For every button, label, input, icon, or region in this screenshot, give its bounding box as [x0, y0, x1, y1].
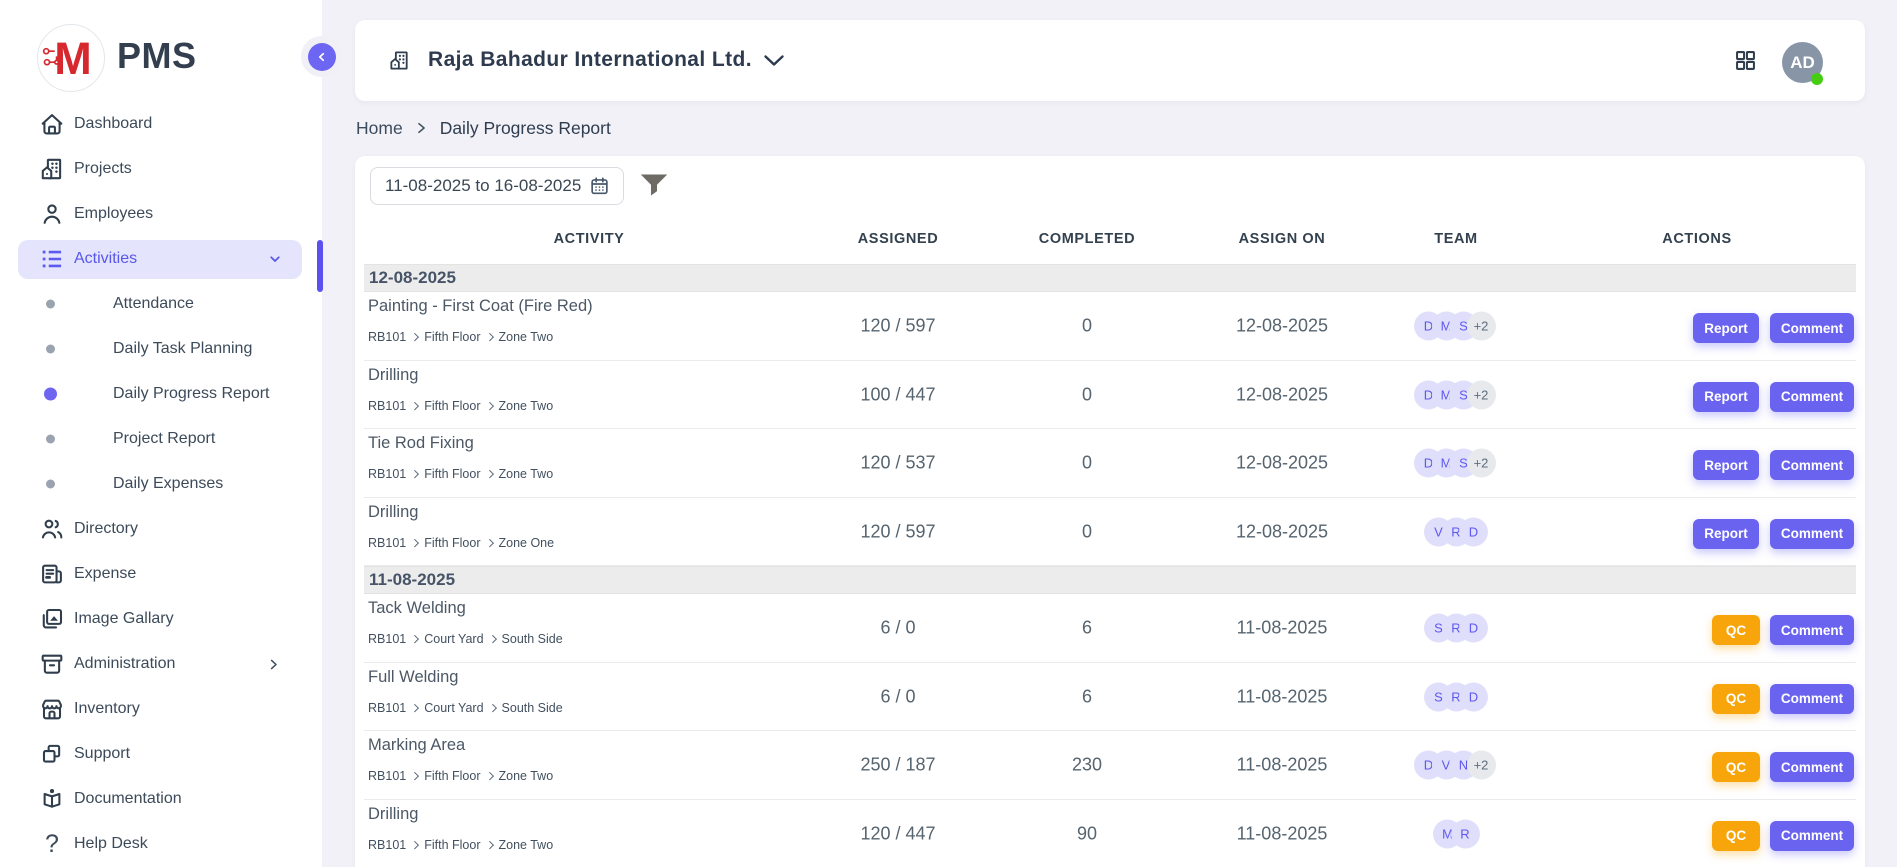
svg-text:M: M	[54, 33, 92, 84]
